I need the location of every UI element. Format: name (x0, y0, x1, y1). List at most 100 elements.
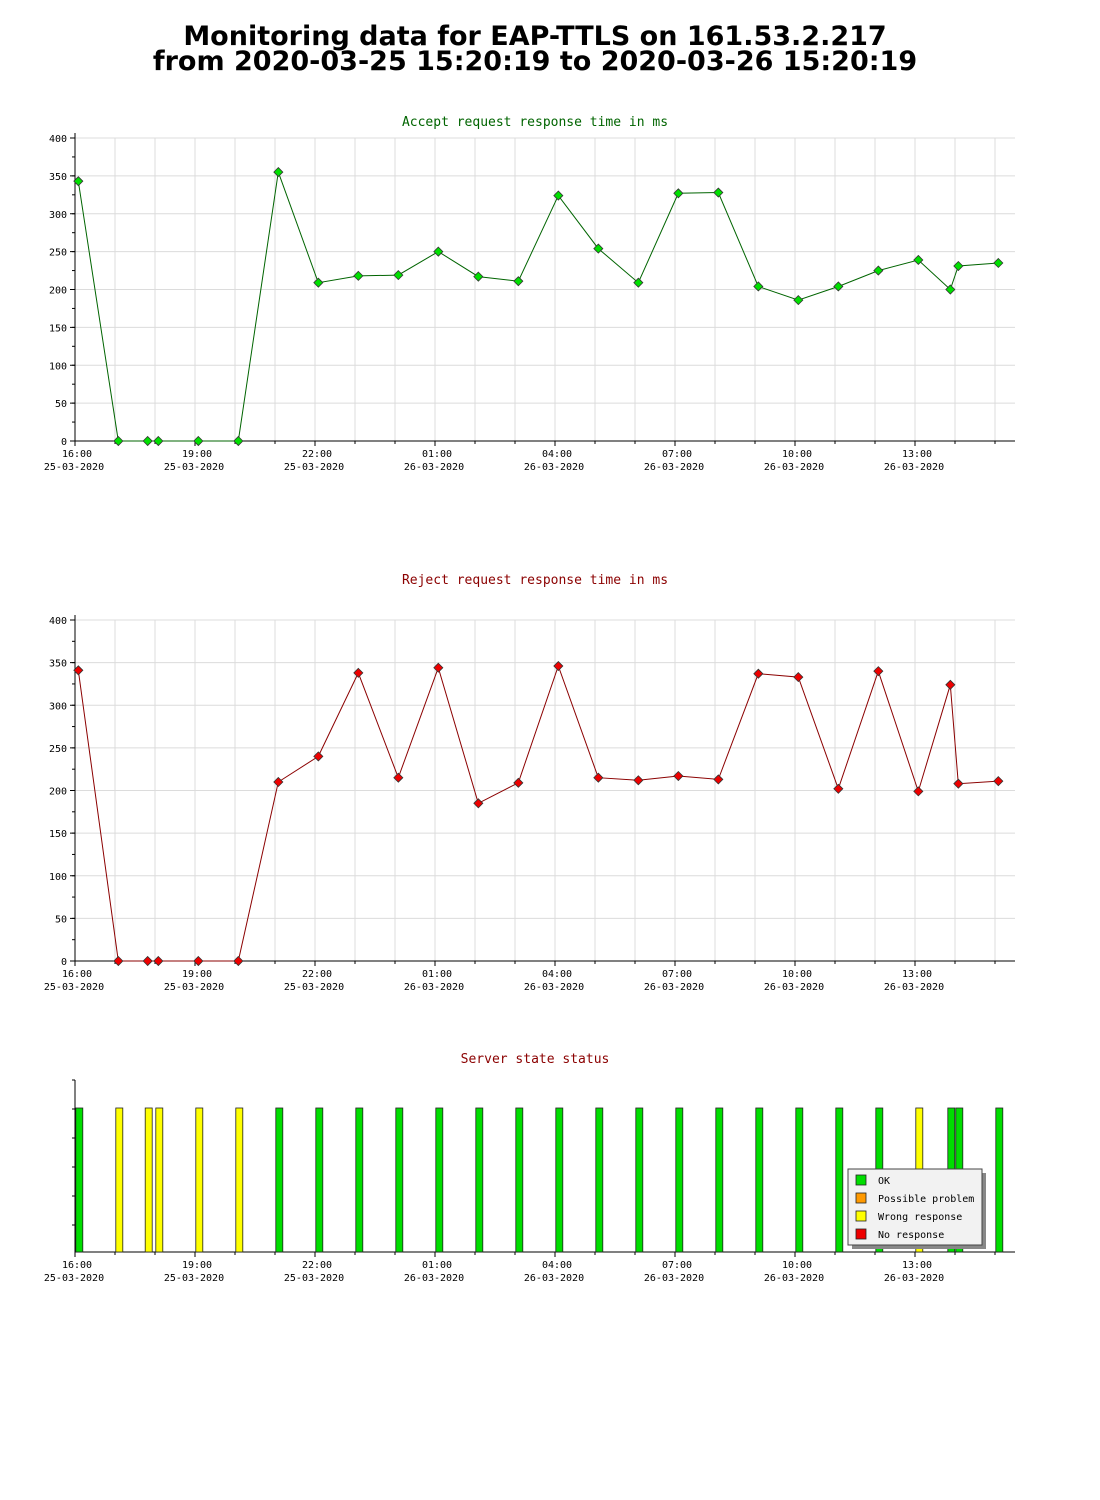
status-legend-swatch (855, 1210, 867, 1222)
reject-data-point (953, 778, 964, 789)
accept-x-tick-time: 22:00 (302, 449, 332, 460)
status-bar (155, 1107, 164, 1253)
reject-chart-title: Reject request response time in ms (402, 573, 668, 588)
status-bar (275, 1107, 284, 1253)
status-legend-swatch (855, 1192, 867, 1204)
accept-data-point (553, 190, 564, 201)
reject-data-point (153, 955, 164, 967)
status-bar (995, 1107, 1004, 1253)
accept-x-tick-time: 13:00 (902, 449, 932, 460)
status-x-tick-time: 16:00 (62, 1260, 92, 1271)
status-bar (75, 1107, 84, 1253)
status-bar (595, 1107, 604, 1253)
status-bar (795, 1107, 804, 1253)
accept-data-point (793, 295, 804, 306)
reject-data-point (945, 679, 956, 690)
status-x-tick-date: 25-03-2020 (164, 1273, 224, 1284)
reject-x-tick-time: 01:00 (422, 969, 452, 980)
accept-y-tick-label: 50 (55, 399, 67, 410)
accept-data-point (433, 246, 444, 257)
reject-y-tick-label: 0 (61, 957, 67, 968)
status-x-tick-date: 26-03-2020 (884, 1273, 944, 1284)
reject-x-tick-date: 25-03-2020 (44, 982, 104, 993)
accept-data-point (945, 284, 956, 295)
accept-data-point (673, 188, 684, 199)
accept-data-point (73, 176, 84, 187)
accept-x-tick-date: 26-03-2020 (644, 462, 704, 473)
accept-x-tick-time: 10:00 (782, 449, 812, 460)
reject-data-point (633, 775, 644, 786)
status-x-tick-time: 04:00 (542, 1260, 572, 1271)
reject-y-tick-label: 400 (49, 616, 67, 627)
accept-data-point (593, 243, 604, 254)
accept-data-point (353, 270, 364, 281)
accept-y-tick-label: 150 (49, 323, 67, 334)
reject-x-tick-date: 26-03-2020 (524, 982, 584, 993)
reject-data-point (393, 772, 404, 783)
accept-data-point (193, 435, 204, 447)
accept-data-point (313, 277, 324, 288)
reject-data-point (993, 776, 1004, 787)
accept-data-point (633, 277, 644, 288)
status-bar (115, 1107, 124, 1253)
accept-x-tick-date: 26-03-2020 (404, 462, 464, 473)
reject-data-point (513, 777, 524, 788)
accept-data-point (233, 435, 244, 447)
reject-x-tick-date: 26-03-2020 (884, 982, 944, 993)
reject-data-point (833, 783, 844, 794)
reject-data-point (353, 667, 364, 678)
reject-data-point (593, 772, 604, 783)
accept-x-tick-date: 26-03-2020 (764, 462, 824, 473)
accept-y-tick-label: 250 (49, 248, 67, 259)
status-x-tick-time: 13:00 (902, 1260, 932, 1271)
status-bar (395, 1107, 404, 1253)
status-x-tick-time: 07:00 (662, 1260, 692, 1271)
page-title-line-1: Monitoring data for EAP-TTLS on 161.53.2… (183, 21, 887, 52)
accept-series-line (77, 171, 999, 442)
status-legend-label: No response (878, 1230, 944, 1241)
reject-y-tick-label: 300 (49, 701, 67, 712)
reject-y-tick-label: 250 (49, 744, 67, 755)
reject-y-tick-label: 50 (55, 914, 67, 925)
reject-response-time-chart: Reject request response time in ms 0 50 100… (44, 573, 1015, 993)
accept-x-tick-date: 25-03-2020 (164, 462, 224, 473)
page-title-line-2: from 2020-03-25 15:20:19 to 2020-03-26 1… (152, 46, 918, 77)
status-bar (755, 1107, 764, 1253)
reject-x-tick-date: 26-03-2020 (764, 982, 824, 993)
accept-x-tick-time: 19:00 (182, 449, 212, 460)
reject-data-point (233, 955, 244, 967)
reject-x-tick-time: 07:00 (662, 969, 692, 980)
accept-y-tick-label: 300 (49, 210, 67, 221)
accept-x-tick-time: 04:00 (542, 449, 572, 460)
status-bar (355, 1107, 364, 1253)
reject-x-tick-time: 04:00 (542, 969, 572, 980)
accept-x-tick-date: 25-03-2020 (284, 462, 344, 473)
reject-x-tick-time: 10:00 (782, 969, 812, 980)
reject-x-tick-date: 26-03-2020 (644, 982, 704, 993)
accept-data-point (953, 260, 964, 272)
accept-x-tick-time: 16:00 (62, 449, 92, 460)
reject-y-tick-label: 150 (49, 829, 67, 840)
reject-x-tick-time: 22:00 (302, 969, 332, 980)
status-bar (835, 1107, 844, 1253)
accept-response-time-chart: Accept request response time in ms 0 50 100… (44, 115, 1015, 473)
accept-x-tick-time: 07:00 (662, 449, 692, 460)
status-x-tick-time: 01:00 (422, 1260, 452, 1271)
accept-data-point (993, 257, 1004, 269)
reject-data-point (473, 798, 484, 809)
reject-data-point (553, 660, 564, 672)
reject-data-point (673, 770, 684, 782)
reject-x-tick-time: 19:00 (182, 969, 212, 980)
accept-x-tick-date: 26-03-2020 (884, 462, 944, 473)
accept-data-point (713, 187, 724, 198)
status-legend-swatch (855, 1228, 867, 1240)
status-bar (675, 1107, 684, 1253)
status-legend-box (847, 1168, 983, 1246)
reject-data-point (273, 776, 284, 788)
accept-y-tick-label: 350 (49, 172, 67, 183)
reject-x-tick-date: 25-03-2020 (284, 982, 344, 993)
accept-x-tick-date: 25-03-2020 (44, 462, 104, 473)
reject-series-line (77, 664, 999, 962)
status-x-tick-date: 25-03-2020 (44, 1273, 104, 1284)
